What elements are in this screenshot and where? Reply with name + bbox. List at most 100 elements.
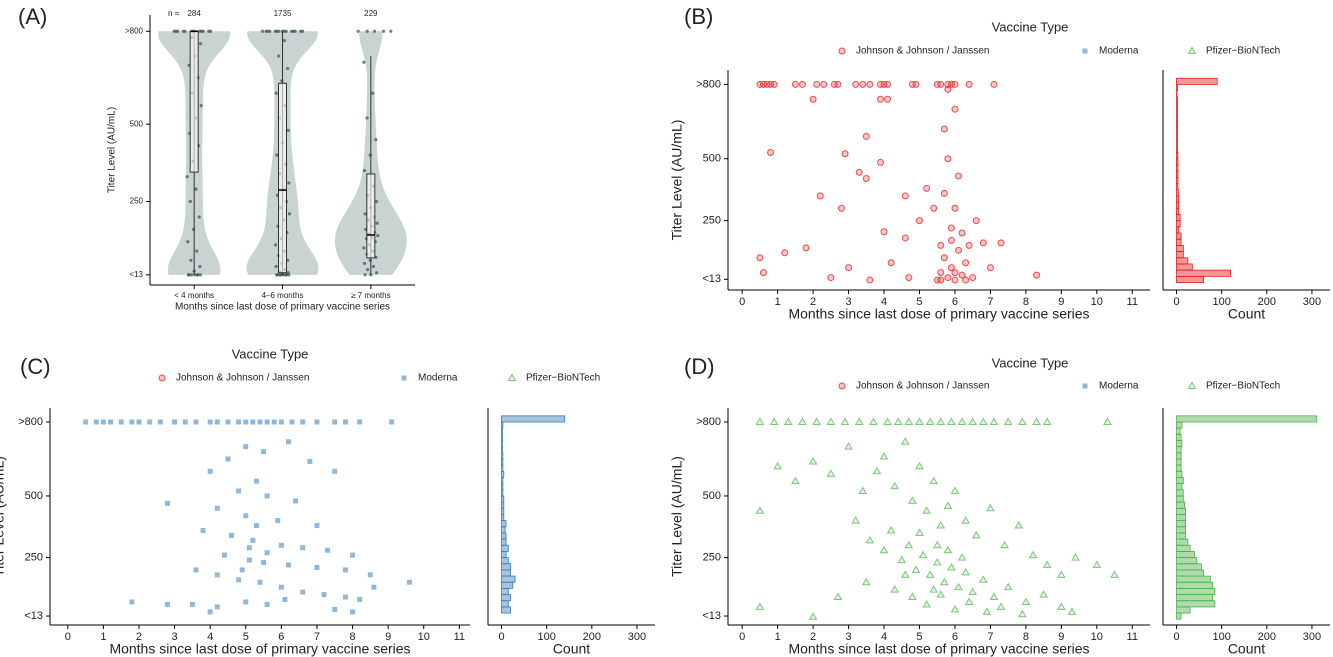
point [886,525,896,534]
point [798,417,807,425]
point [271,419,277,425]
point [932,540,942,549]
y-axis-label: Titer Level (AU/mL) [669,120,685,241]
hist-bar [501,606,511,614]
jitter-point [371,91,375,95]
legend-label: Moderna [1099,46,1139,57]
point [866,80,874,88]
legend-label: Johnson & Johnson / Janssen [856,46,989,57]
point [1014,521,1024,529]
legend-marker [1082,48,1088,54]
jitter-point [260,29,265,33]
point [816,192,824,200]
n-value: 284 [187,9,201,18]
x-axis-label: Months since last dose of primary vaccin… [788,641,1089,657]
point [389,419,395,425]
point [214,604,220,610]
jitter-point [277,54,281,58]
jitter-point [190,273,194,277]
point [944,80,952,88]
point [325,547,331,553]
point [947,224,955,232]
legend-label: Pfizer−BioNTech [1206,46,1280,57]
hist-x-tick-label: 100 [1212,296,1230,308]
point [911,565,921,573]
hist-bar [1176,158,1179,166]
point [901,234,909,242]
panel-label: (B) [684,4,713,29]
hist-bar [1176,464,1182,472]
jitter-point [389,29,393,33]
point [940,125,948,133]
point [261,449,267,455]
point [990,80,998,88]
y-axis-label: Titer Level (AU/mL) [0,456,7,577]
jitter-point [268,29,272,33]
point [884,95,892,103]
point [951,276,959,284]
point [278,419,284,425]
point [951,269,959,277]
hist-bar [1176,139,1178,147]
point [767,149,775,157]
point [858,486,868,495]
point [243,599,249,605]
point [767,80,775,88]
point [214,419,220,425]
point [246,557,252,563]
x-tick-label: 8 [349,631,355,643]
point [264,493,270,499]
legend-marker [401,375,407,381]
point [904,540,914,549]
hist-bar [1176,581,1214,589]
point [912,80,920,88]
point [172,419,178,425]
point [937,276,945,284]
n-value: 229 [364,9,378,18]
point [915,417,924,425]
y-axis-label: Titer Level (AU/mL) [107,107,118,193]
point [342,567,348,573]
x-tick-label: 11 [1127,296,1138,308]
point [236,488,242,494]
point [939,577,949,586]
point [947,236,955,244]
point [1000,540,1009,549]
panel: (C) >800 500 250 <13 Titer Level (AU/mL) 0 1 2 3 4… [0,346,655,657]
hist-bar [1176,96,1178,104]
point [300,589,306,595]
hist-bar [1176,114,1178,122]
point [887,259,895,267]
jitter-point [375,221,379,225]
point [947,562,956,571]
point [944,274,952,282]
jitter-point [201,29,205,33]
point [221,552,227,558]
hist-bar [1176,269,1232,277]
hist-x-tick-label: 0 [498,631,504,643]
point [1033,271,1041,279]
point [947,80,955,88]
hist-bar [501,415,566,423]
legend-marker [158,374,166,382]
y-tick-label: 250 [703,215,721,227]
jitter-point [196,273,200,277]
point [876,95,884,103]
hist-bar [1176,600,1216,608]
hist-x-tick-label: 100 [1212,631,1230,643]
hist-bar [501,594,511,602]
n-label: n = [168,9,180,18]
point [837,204,845,212]
point [915,461,924,470]
point [236,419,242,425]
x-tick-label: 5 [916,296,922,308]
point [897,555,907,564]
point [936,590,946,598]
point [951,105,959,113]
point [756,254,764,262]
point [833,592,843,601]
hist-x-tick-label: 300 [1303,631,1321,643]
y-tick-label: <13 [24,610,43,622]
x-tick-label: 5 [916,631,922,643]
point [157,419,163,425]
